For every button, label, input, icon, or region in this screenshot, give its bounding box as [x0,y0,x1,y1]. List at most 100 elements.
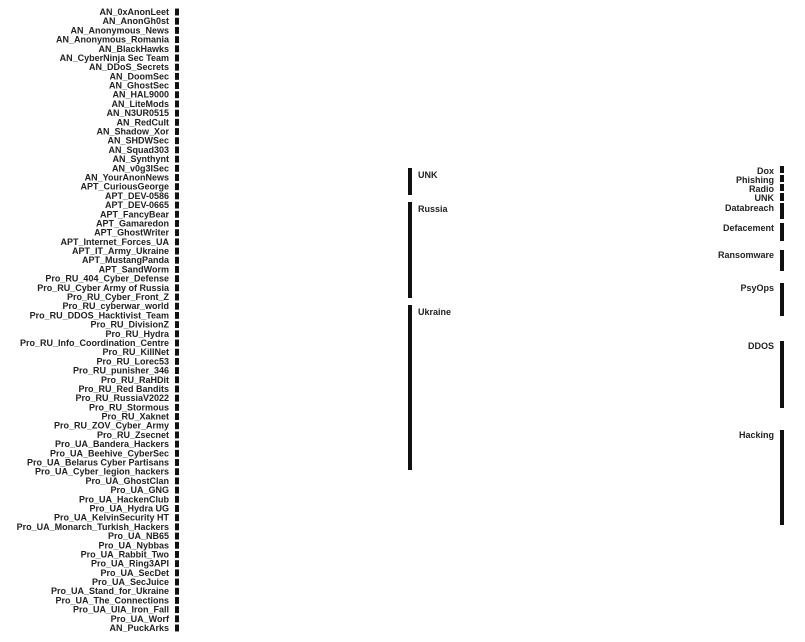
link-left [179,235,408,291]
link-left [179,341,408,475]
left-node-bar [175,248,179,255]
left-node-bar [175,238,179,245]
left-node-bar [175,477,179,484]
left-node-bar [175,487,179,494]
link-left [179,9,408,170]
link-left [179,110,408,185]
left-node-bar [175,358,179,365]
link-left [179,254,408,338]
link-left [179,18,408,171]
left-node-bar [175,27,179,34]
left-node-bar [175,82,179,89]
left-node-bar [175,312,179,319]
link-left [179,156,408,193]
link-right [412,176,780,349]
left-node-bar [175,431,179,438]
link-right [412,229,780,346]
left-node-bar [175,367,179,374]
left-node-bar [175,395,179,402]
left-node-bar [175,514,179,521]
link-left [179,45,408,175]
left-node-bar [175,100,179,107]
link-right [412,179,780,312]
left-node-bar [175,468,179,475]
left-node-bar [175,64,179,71]
link-left [179,427,408,586]
left-node-bar [175,9,179,16]
left-node-bar [175,597,179,604]
link-left [179,217,408,227]
link-left [179,27,408,172]
left-node-bar [175,349,179,356]
left-node-bar [175,55,179,62]
right-node-label: Databreach [725,203,774,213]
left-node-bar [175,560,179,567]
link-left [179,420,408,577]
left-node-bar [175,413,179,420]
left-node-bar [175,91,179,98]
left-node-bar [175,386,179,393]
link-left [179,283,408,411]
right-node-bar [780,175,784,182]
link-left [179,64,408,178]
left-node-bar [175,257,179,264]
left-node-bar [175,542,179,549]
right-node-bar [780,341,784,408]
left-node-bar [175,588,179,595]
left-node-bar [175,36,179,43]
link-left [179,276,408,393]
left-node-bar [175,183,179,190]
link-right [412,265,780,472]
link-left [179,280,408,402]
link-left [179,413,408,567]
left-node-bar [175,459,179,466]
link-left [179,441,408,604]
right-node-bar [780,250,784,271]
middle-node-label: Ukraine [418,307,451,317]
left-node-bar [175,165,179,172]
link-left [179,174,408,195]
left-node-bar [175,330,179,337]
left-node-bar [175,156,179,163]
left-node-bar [175,376,179,383]
left-node-bar [175,146,179,153]
link-left [179,243,408,310]
link-left [179,377,408,521]
link-left [179,224,408,264]
left-node-bar [175,551,179,558]
left-node-bar [175,119,179,126]
link-left [179,272,408,383]
link-left [179,73,408,179]
left-node-bar [175,211,179,218]
link-left [179,334,408,466]
link-left [179,434,408,595]
left-node-bar [175,340,179,347]
middle-node-label: Russia [418,204,449,214]
middle-node-bar [408,168,412,195]
right-node-bar [780,184,784,191]
left-node-label: AN_PuckArks [109,623,169,633]
link-left [179,362,408,502]
link-left [179,261,408,356]
left-node-bar [175,266,179,273]
middle-node-bar [408,305,412,470]
labels: AN_0xAnonLeetAN_AnonGh0stAN_Anonymous_Ne… [17,7,775,633]
link-left [179,82,408,181]
left-node-bar [175,606,179,613]
link-left [179,348,408,484]
right-node-bar [780,430,784,525]
left-node-bar [175,579,179,586]
link-left [179,238,408,312]
sankey-diagram: AN_0xAnonLeetAN_AnonGh0stAN_Anonymous_Ne… [0,0,805,642]
link-left [179,398,408,548]
link-left [179,128,408,188]
link-left [179,355,408,493]
right-node-label: UNK [755,193,775,203]
left-node-bar [175,128,179,135]
link-left [179,246,408,319]
left-node-bar [175,275,179,282]
link-right [412,413,780,525]
left-node-bar [175,18,179,25]
link-right [412,225,780,301]
link-left [179,211,408,218]
